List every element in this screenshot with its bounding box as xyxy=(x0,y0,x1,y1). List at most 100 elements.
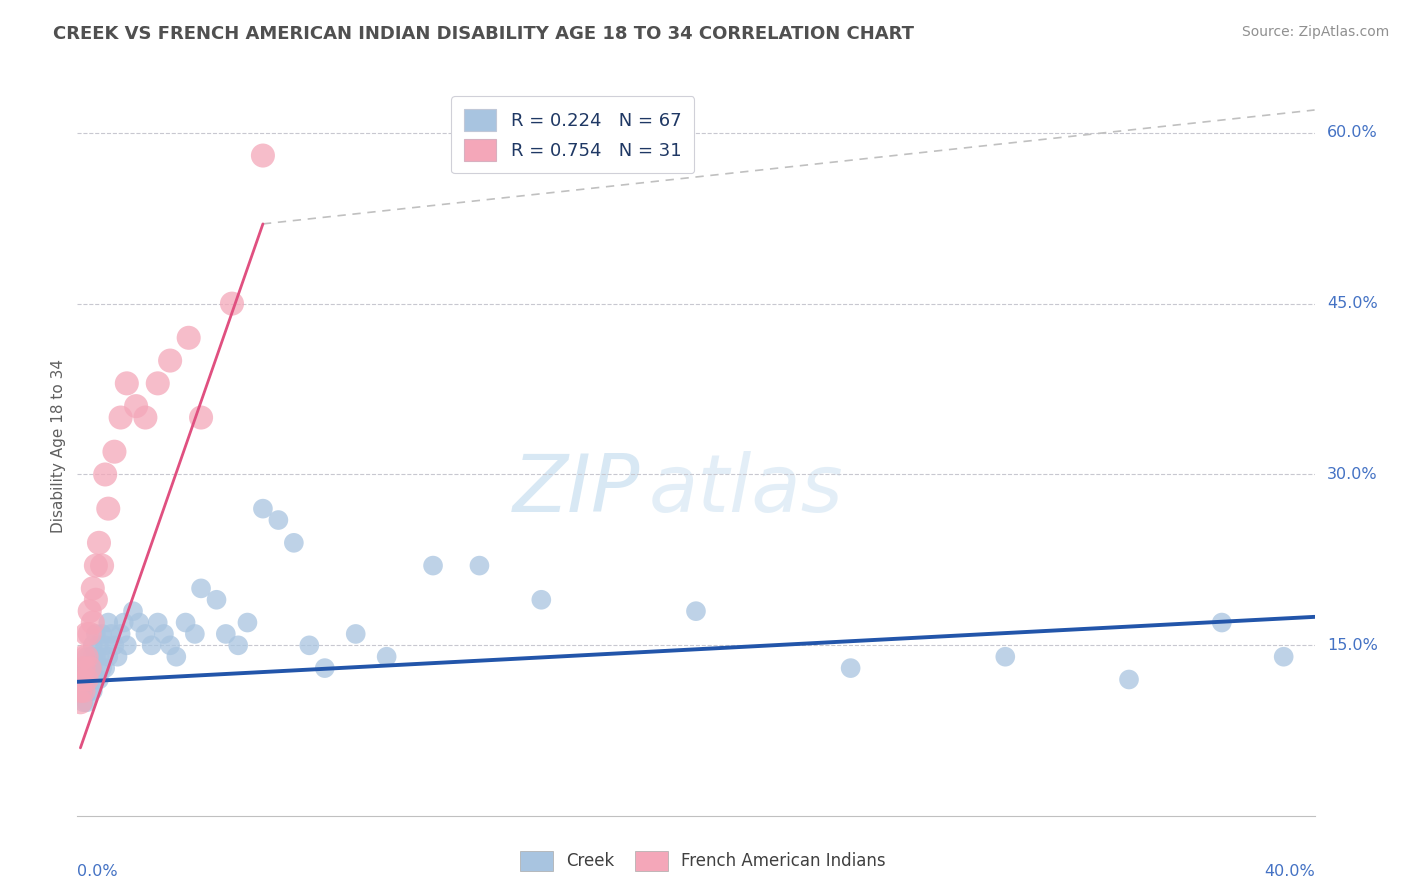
Point xyxy=(128,615,150,630)
Point xyxy=(87,649,110,664)
Point xyxy=(97,615,120,630)
Point xyxy=(76,673,98,687)
Point xyxy=(72,661,94,675)
Point xyxy=(146,376,169,391)
Point xyxy=(314,661,336,675)
Point xyxy=(94,467,117,482)
Point xyxy=(159,353,181,368)
Point xyxy=(153,627,176,641)
Legend: R = 0.224   N = 67, R = 0.754   N = 31: R = 0.224 N = 67, R = 0.754 N = 31 xyxy=(451,96,695,173)
Point xyxy=(91,558,114,573)
Point xyxy=(72,673,94,687)
Point xyxy=(107,649,129,664)
Point xyxy=(72,661,94,675)
Point xyxy=(134,410,156,425)
Point xyxy=(82,649,104,664)
Point xyxy=(165,649,187,664)
Point xyxy=(87,536,110,550)
Point xyxy=(174,615,197,630)
Point xyxy=(226,638,249,652)
Point xyxy=(215,627,238,641)
Point xyxy=(685,604,707,618)
Point xyxy=(79,649,101,664)
Point xyxy=(91,627,114,641)
Point xyxy=(344,627,367,641)
Point xyxy=(146,615,169,630)
Point xyxy=(79,661,101,675)
Point xyxy=(94,661,117,675)
Text: Source: ZipAtlas.com: Source: ZipAtlas.com xyxy=(1241,25,1389,39)
Point xyxy=(72,649,94,664)
Point xyxy=(94,638,117,652)
Point xyxy=(375,649,398,664)
Point xyxy=(84,673,107,687)
Point xyxy=(84,649,107,664)
Point xyxy=(115,638,138,652)
Text: CREEK VS FRENCH AMERICAN INDIAN DISABILITY AGE 18 TO 34 CORRELATION CHART: CREEK VS FRENCH AMERICAN INDIAN DISABILI… xyxy=(53,25,914,43)
Point xyxy=(72,684,94,698)
Point xyxy=(1118,673,1140,687)
Text: 15.0%: 15.0% xyxy=(1327,638,1378,653)
Y-axis label: Disability Age 18 to 34: Disability Age 18 to 34 xyxy=(51,359,66,533)
Point xyxy=(994,649,1017,664)
Point xyxy=(69,695,91,709)
Point xyxy=(298,638,321,652)
Point xyxy=(82,582,104,596)
Point xyxy=(122,604,145,618)
Point xyxy=(112,615,135,630)
Point xyxy=(100,627,122,641)
Point xyxy=(82,684,104,698)
Legend: Creek, French American Indians: Creek, French American Indians xyxy=(512,842,894,880)
Point xyxy=(69,673,91,687)
Point xyxy=(76,661,98,675)
Point xyxy=(283,536,305,550)
Point xyxy=(69,684,91,698)
Point xyxy=(84,627,107,641)
Point xyxy=(82,638,104,652)
Point xyxy=(76,627,98,641)
Point xyxy=(76,649,98,664)
Point xyxy=(79,604,101,618)
Point xyxy=(252,148,274,162)
Point xyxy=(468,558,491,573)
Point xyxy=(76,695,98,709)
Point xyxy=(110,627,132,641)
Point xyxy=(530,592,553,607)
Point xyxy=(69,673,91,687)
Point xyxy=(103,444,125,458)
Point xyxy=(205,592,228,607)
Point xyxy=(76,649,98,664)
Point xyxy=(84,558,107,573)
Point xyxy=(87,638,110,652)
Point xyxy=(72,684,94,698)
Point xyxy=(115,376,138,391)
Point xyxy=(76,673,98,687)
Point xyxy=(1272,649,1295,664)
Text: 45.0%: 45.0% xyxy=(1327,296,1378,311)
Point xyxy=(84,592,107,607)
Point xyxy=(221,296,243,310)
Point xyxy=(79,627,101,641)
Point xyxy=(184,627,207,641)
Point xyxy=(69,684,91,698)
Point xyxy=(110,410,132,425)
Point xyxy=(97,501,120,516)
Point xyxy=(177,331,200,345)
Point xyxy=(69,661,91,675)
Text: 0.0%: 0.0% xyxy=(77,864,118,879)
Point xyxy=(91,661,114,675)
Text: 60.0%: 60.0% xyxy=(1327,125,1378,140)
Point xyxy=(190,410,212,425)
Point xyxy=(422,558,444,573)
Point xyxy=(1211,615,1233,630)
Point xyxy=(141,638,163,652)
Point xyxy=(839,661,862,675)
Point xyxy=(236,615,259,630)
Point xyxy=(82,661,104,675)
Text: 40.0%: 40.0% xyxy=(1264,864,1315,879)
Point xyxy=(103,638,125,652)
Point xyxy=(190,582,212,596)
Point xyxy=(125,399,148,413)
Text: 30.0%: 30.0% xyxy=(1327,467,1378,482)
Text: atlas: atlas xyxy=(650,451,844,530)
